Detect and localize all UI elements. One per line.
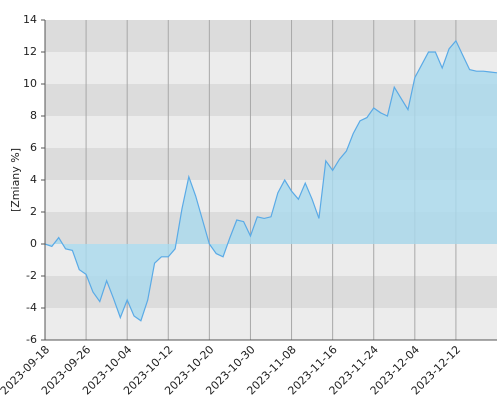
band	[45, 308, 497, 340]
y-tick-label: 10	[23, 77, 37, 90]
band	[45, 20, 497, 52]
y-tick-label: 0	[30, 237, 37, 250]
line	[44, 39, 498, 322]
y-tick-label: 8	[30, 109, 37, 122]
y-tick-label: 6	[30, 141, 37, 154]
y-tick-label: -4	[26, 301, 37, 314]
y-tick-label: 14	[23, 13, 37, 26]
y-tick-label: 4	[30, 173, 37, 186]
y-tick-label: 12	[23, 45, 37, 58]
y-tick-label: -2	[26, 269, 37, 282]
y-axis-label: [Zmiany %]	[9, 148, 22, 212]
y-tick-label: 2	[30, 205, 37, 218]
area	[45, 40, 497, 321]
y-tick-label: -6	[26, 333, 37, 346]
